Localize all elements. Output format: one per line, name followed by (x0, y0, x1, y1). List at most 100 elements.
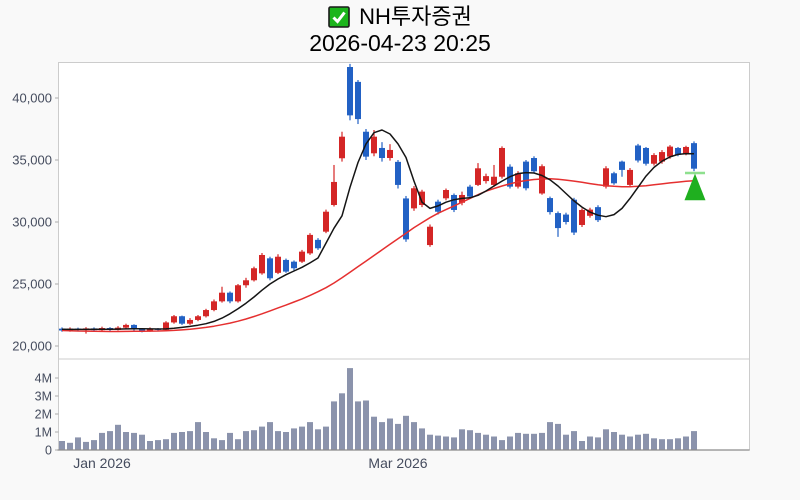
up-candle-body (307, 234, 313, 254)
up-candle-body (211, 301, 217, 311)
price-tick-label: 30,000 (12, 215, 52, 230)
ma-fast-line (61, 129, 695, 331)
volume-bar (315, 429, 321, 450)
chart-title-row: NH투자증권 (0, 4, 800, 30)
volume-bar (235, 439, 241, 450)
up-candle-body (299, 251, 305, 262)
up-candle-body (203, 310, 209, 317)
volume-bar (83, 441, 89, 450)
up-candle-body (275, 256, 281, 273)
volume-bar (523, 433, 529, 450)
marker-triangle-up (684, 173, 706, 201)
volume-bar (147, 441, 153, 450)
volume-bar (579, 441, 585, 450)
volume-tick-label: 1M (35, 426, 52, 440)
up-candle-body (683, 146, 689, 154)
volume-bar (363, 400, 369, 450)
volume-bar (419, 428, 425, 450)
down-candle-body (619, 161, 625, 170)
volume-bar (635, 434, 641, 450)
volume-bar (187, 431, 193, 450)
volume-bar (203, 432, 209, 450)
volume-bar (539, 432, 545, 450)
up-candle-body (667, 146, 673, 157)
price-axis: 40,000 35,000 30,000 25,000 20,000 (12, 91, 59, 354)
up-candle-body (163, 322, 169, 330)
chart-header: NH투자증권 2026-04-23 20:25 (0, 4, 800, 57)
down-candle-body (571, 199, 577, 233)
price-tick-label: 40,000 (12, 91, 52, 106)
volume-bar (435, 435, 441, 450)
down-candle-body (227, 292, 233, 302)
down-candle-body (435, 201, 441, 212)
volume-bar (411, 422, 417, 450)
up-candle-body (491, 176, 497, 185)
volume-bar (307, 422, 313, 450)
volume-bar (387, 418, 393, 450)
price-tick-label: 25,000 (12, 277, 52, 292)
ma-slow-line (61, 178, 695, 333)
volume-bar (443, 436, 449, 450)
price-tick-label: 20,000 (12, 339, 52, 354)
down-candle-body (283, 259, 289, 272)
volume-bar (75, 437, 81, 450)
volume-bar (91, 440, 97, 450)
volume-bar (115, 424, 121, 450)
date-label: Mar 2026 (368, 455, 427, 471)
down-candle-body (611, 173, 617, 184)
volume-bar (459, 429, 465, 450)
down-candle-body (347, 67, 353, 116)
volume-bar (451, 437, 457, 450)
volume-bar (251, 430, 257, 450)
down-candle-body (547, 198, 553, 213)
up-candle-body (123, 324, 129, 328)
volume-bar (171, 432, 177, 450)
volume-bar (331, 401, 337, 450)
up-candle-body (331, 181, 337, 206)
volume-bar (643, 433, 649, 450)
down-candle-body (291, 261, 297, 269)
volume-bar (675, 438, 681, 450)
volume-bar (283, 432, 289, 450)
up-candle-body (603, 168, 609, 187)
up-candle-body (235, 285, 241, 302)
volume-bar (379, 422, 385, 450)
volume-bar (243, 431, 249, 450)
down-candle-body (395, 161, 401, 185)
up-candle-body (387, 149, 393, 159)
volume-bar (475, 432, 481, 450)
up-candle-body (427, 226, 433, 246)
down-candle-body (595, 207, 601, 221)
up-candle-body (339, 136, 345, 159)
up-candle-body (419, 191, 425, 206)
up-candle-body (659, 152, 665, 162)
volume-axis: 4M 3M 2M 1M 0 (35, 372, 59, 458)
down-candle-body (675, 147, 681, 155)
volume-bar (491, 436, 497, 450)
down-candle-body (563, 214, 569, 222)
down-candle-body (139, 329, 145, 331)
checked-checkbox-icon (328, 6, 350, 28)
up-candle-body (243, 280, 249, 286)
volume-bar (499, 440, 505, 450)
volume-bar (531, 433, 537, 450)
down-candle-body (555, 213, 561, 229)
up-candle-body (627, 169, 633, 185)
date-label: Jan 2026 (73, 455, 131, 471)
volume-bar (195, 422, 201, 450)
volume-bar (99, 432, 105, 450)
volume-bar (259, 426, 265, 450)
volume-bar (323, 426, 329, 450)
volume-bar (587, 436, 593, 450)
volume-bar (595, 437, 601, 450)
volume-bar (219, 440, 225, 450)
down-candle-body (379, 147, 385, 159)
down-candle-body (691, 143, 697, 169)
volume-bar (107, 431, 113, 450)
volume-bar (683, 436, 689, 450)
down-candle-body (355, 81, 361, 120)
volume-tick-label: 3M (35, 390, 52, 404)
volume-bar (563, 434, 569, 450)
